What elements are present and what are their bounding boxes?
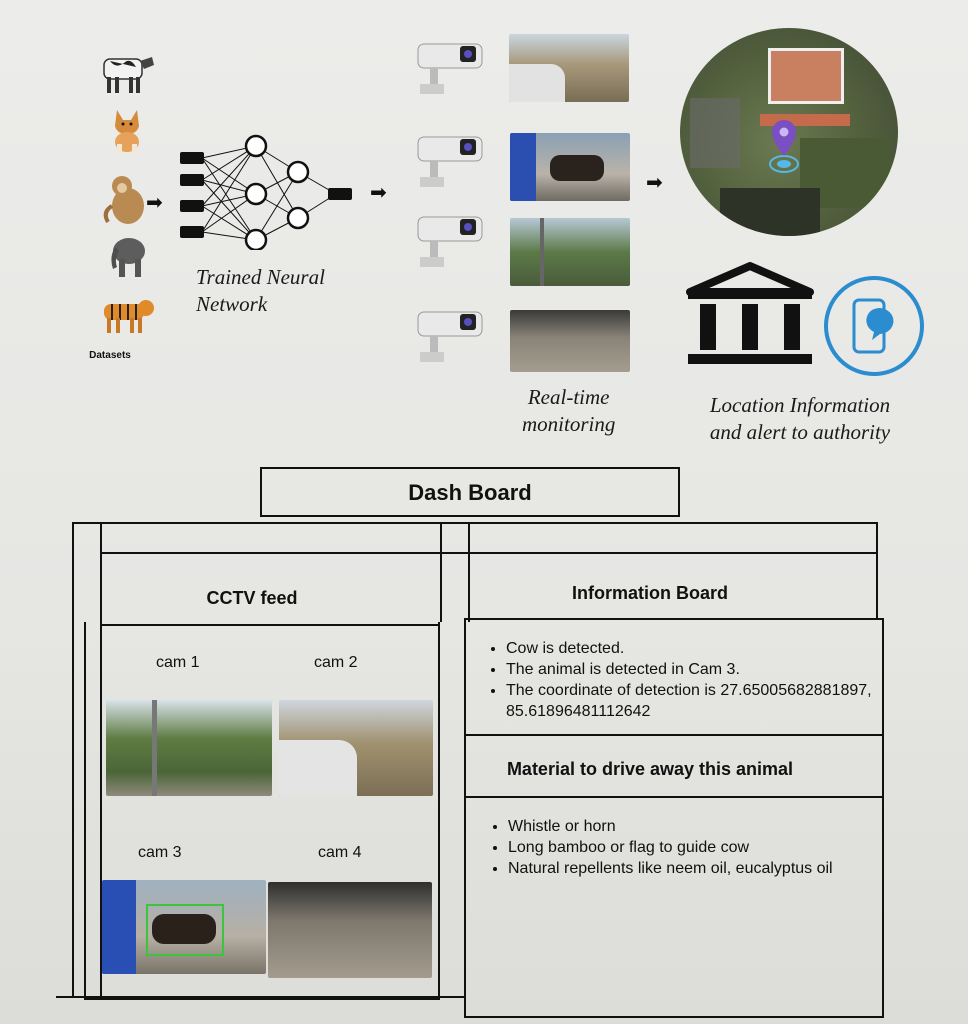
cam3-feed[interactable] bbox=[102, 880, 266, 974]
cam-label: cam 1 bbox=[156, 654, 200, 671]
material-item: Whistle or horn bbox=[508, 816, 878, 837]
frame-line bbox=[468, 522, 470, 622]
neural-network-diagram bbox=[180, 134, 352, 250]
frame-line bbox=[100, 522, 102, 996]
frame-line bbox=[876, 522, 878, 618]
cctv-camera-icon bbox=[417, 43, 483, 94]
feed-thumbnail bbox=[510, 218, 630, 286]
material-list: Whistle or horn Long bamboo or flag to g… bbox=[488, 816, 878, 879]
cctv-title: CCTV feed bbox=[206, 588, 298, 608]
material-title: Material to drive away this animal bbox=[506, 759, 794, 779]
info-item: Cow is detected. bbox=[506, 638, 886, 659]
material-item: Long bamboo or flag to guide cow bbox=[508, 837, 878, 858]
frame-line bbox=[100, 552, 878, 554]
info-item: The animal is detected in Cam 3. bbox=[506, 659, 886, 680]
material-item: Natural repellents like neem oil, eucaly… bbox=[508, 858, 878, 879]
cam-label: cam 3 bbox=[138, 844, 182, 861]
cctv-panel bbox=[84, 622, 440, 1000]
arrow-right-icon: ➡ bbox=[646, 172, 663, 194]
phone-alert-icon bbox=[824, 276, 924, 376]
dashboard-title: Dash Board bbox=[408, 480, 532, 505]
cctv-camera-icon bbox=[417, 311, 483, 362]
cam1-feed[interactable] bbox=[106, 700, 272, 796]
monkey-icon bbox=[92, 172, 162, 226]
cctv-camera-icon bbox=[417, 216, 483, 267]
cctv-camera-icon bbox=[417, 136, 483, 187]
network-label: Trained Neural Network bbox=[196, 265, 325, 316]
tiger-icon bbox=[92, 294, 162, 336]
dog-icon bbox=[92, 106, 162, 156]
arrow-right-icon: ➡ bbox=[370, 182, 387, 204]
cow-icon bbox=[92, 45, 162, 97]
cam-label: cam 2 bbox=[314, 654, 358, 671]
cam4-feed[interactable] bbox=[268, 882, 432, 978]
frame-line bbox=[466, 796, 884, 798]
dashboard-title-box bbox=[260, 467, 680, 517]
location-pin-icon bbox=[769, 120, 799, 173]
cam-label: cam 4 bbox=[318, 844, 362, 861]
arrow-right-icon: ➡ bbox=[146, 192, 163, 214]
frame-line bbox=[466, 734, 884, 736]
authority-building-icon bbox=[686, 262, 814, 364]
frame-line bbox=[440, 522, 442, 622]
location-label: Location Information and alert to author… bbox=[709, 393, 891, 444]
info-title: Information Board bbox=[572, 583, 728, 603]
frame-line bbox=[100, 624, 440, 626]
feed-thumbnail bbox=[510, 310, 630, 372]
feed-thumbnail bbox=[510, 133, 630, 201]
elephant-icon bbox=[92, 233, 162, 279]
monitoring-label: Real-time monitoring bbox=[522, 385, 616, 436]
info-list: Cow is detected. The animal is detected … bbox=[486, 638, 886, 722]
info-item: The coordinate of detection is 27.650056… bbox=[506, 680, 886, 722]
feed-thumbnail bbox=[509, 34, 629, 102]
frame-line bbox=[72, 522, 878, 524]
frame-line bbox=[56, 996, 464, 998]
frame-line bbox=[468, 618, 880, 620]
frame-line bbox=[72, 522, 74, 998]
datasets-label: Datasets bbox=[89, 350, 131, 361]
cam2-feed[interactable] bbox=[279, 700, 433, 796]
